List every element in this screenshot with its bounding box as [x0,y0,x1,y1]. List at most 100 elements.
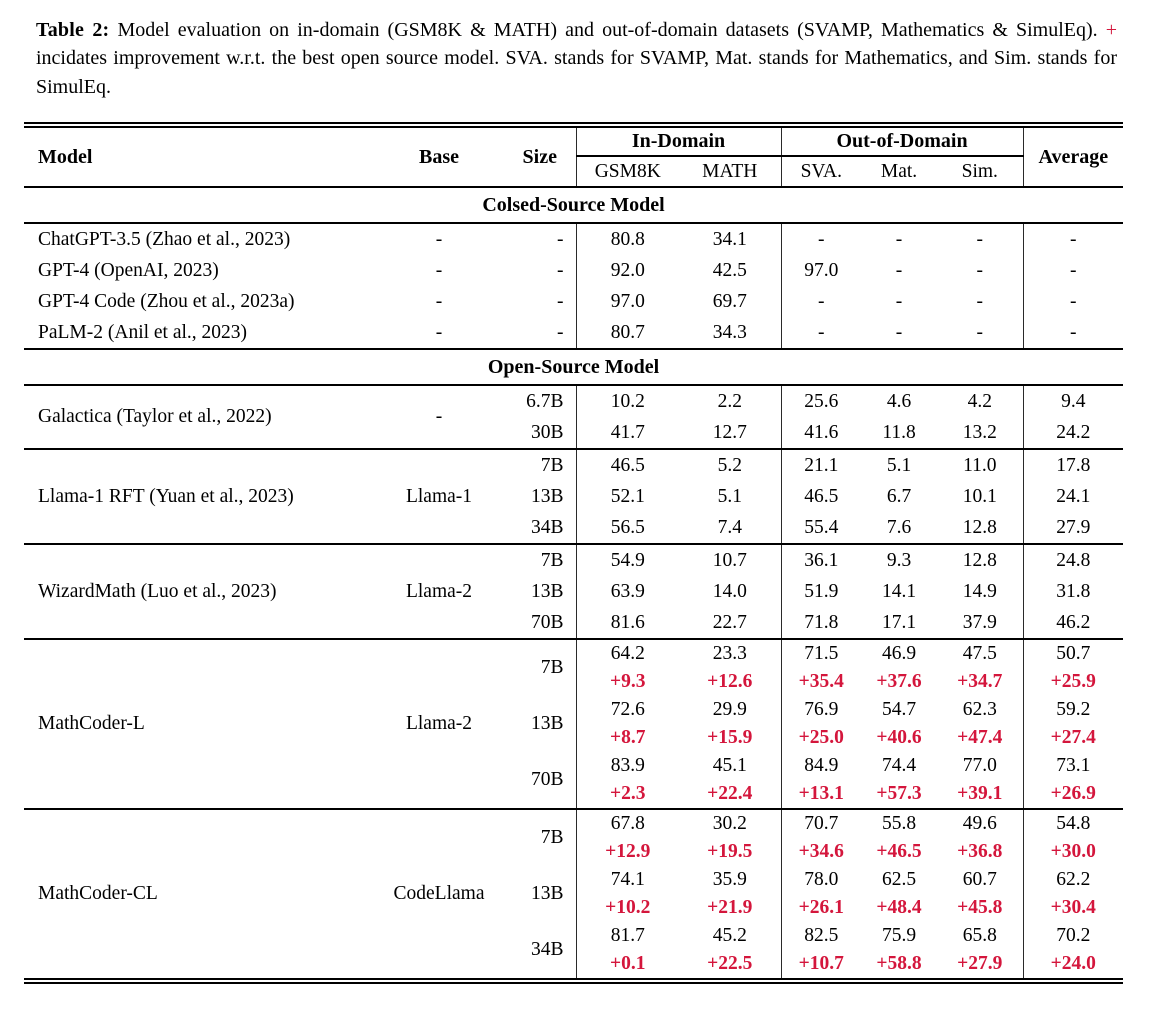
size-cell: 30B [530,421,564,443]
value-cell: 46.5 [575,448,679,482]
improvement-cell: +58.8 [876,953,922,975]
value-cell: 62.5 [881,869,917,891]
value-cell: 77.0 [962,755,997,777]
improvement-cell: +12.9 [575,838,679,867]
value-cell: 41.6 [780,417,862,450]
value-cell: 59.2 [1022,696,1124,725]
value-cell: 24.2 [1022,417,1124,450]
size-cell: 13B [530,580,564,602]
value-cell: - [976,228,984,250]
size-cell: 13B [530,713,564,735]
value-cell: 4.2 [967,390,992,412]
value-cell: 7.4 [717,516,742,538]
value-cell: 78.0 [780,866,862,895]
improvement-cell: +12.6 [707,671,753,693]
value-cell: 45.1 [712,755,747,777]
base-cell: - [435,321,443,343]
improvement-row: +2.3 +22.4 +13.1 +57.3 +39.1 +26.9 [24,780,1124,810]
value-cell: 63.9 [575,576,679,608]
value-cell: 31.8 [1022,576,1124,608]
base-cell: - [435,290,443,312]
column-header-size: Size [504,125,576,189]
column-header-mat: Mat. [861,156,938,189]
value-cell: 49.6 [937,808,1024,839]
base-cell: Llama-2 [374,543,504,640]
value-cell: 50.7 [1022,638,1124,669]
improvement-cell: +24.0 [1022,950,1124,982]
value-cell: 54.9 [575,543,679,577]
improvement-cell: +10.2 [575,894,679,923]
value-cell: 7.6 [886,516,912,538]
value-cell: 5.1 [717,485,742,507]
value-cell: 24.1 [1022,481,1124,513]
model-name-cell: GPT-4 Code (Zhou et al., 2023a) [38,290,295,312]
improvement-cell: +8.7 [575,724,679,753]
value-cell: 46.2 [1022,607,1124,640]
value-cell: 10.1 [962,485,997,507]
table-row: Galactica (Taylor et al., 2022) - 6.7B 10.2… [24,385,1124,427]
section-row: Open-Source Model [24,348,1124,387]
value-cell: 25.6 [780,385,862,418]
size-cell: 7B [504,808,576,867]
value-cell: 97.0 [780,255,862,287]
size-cell: 34B [530,516,564,538]
size-cell: 13B [530,883,564,905]
base-cell: Llama-1 [374,448,504,545]
value-cell: 6.7 [886,485,912,507]
value-cell: 37.9 [962,611,997,633]
value-cell: 82.5 [780,922,862,951]
value-cell: 84.9 [780,752,862,781]
value-cell: 55.4 [780,512,862,545]
improvement-cell: +27.4 [1022,724,1124,753]
column-header-math: MATH [679,156,782,189]
improvement-cell: +0.1 [575,950,679,982]
column-group-out-of-domain: Out-of-Domain [780,125,1024,158]
value-cell: 45.2 [712,925,747,947]
improvement-cell: +48.4 [876,897,922,919]
value-cell: 14.1 [881,580,917,602]
value-cell: - [976,321,984,343]
improvement-cell: +34.6 [780,838,862,867]
table-row: GPT-4 (OpenAI, 2023) - -92.0 42.5 97.0- - - [24,255,1124,287]
improvement-row: +0.1 +22.5 +10.7 +58.8 +27.9 +24.0 [24,950,1124,982]
value-cell: 62.3 [962,699,997,721]
value-cell: 14.9 [962,580,997,602]
value-cell: 81.7 [575,922,679,951]
column-header-sva: SVA. [780,156,862,189]
value-cell: 12.7 [712,421,747,443]
value-cell: 2.2 [717,390,742,412]
size-cell: 7B [504,543,576,577]
model-name-cell: MathCoder-CL [24,808,374,982]
value-cell: - [895,228,903,250]
table-row: WizardMath (Luo et al., 2023) Llama-2 7B 54… [24,543,1124,640]
model-name-cell: ChatGPT-3.5 (Zhao et al., 2023) [38,228,291,250]
value-cell: 29.9 [712,699,747,721]
improvement-cell: +30.0 [1022,838,1124,867]
table-row: 70B 83.9 45.1 84.9 74.4 77.0 73.1 [24,752,1124,790]
table-row: 13B 74.1 35.9 78.0 62.5 60.7 62.2 [24,866,1124,904]
column-group-in-domain: In-Domain [575,125,782,158]
size-cell: - [557,228,564,250]
base-cell: - [435,259,443,281]
value-cell: 14.0 [712,580,747,602]
value-cell: 23.3 [679,638,782,669]
improvement-cell: +57.3 [876,783,922,805]
value-cell: 5.2 [679,448,782,482]
caption-plus-sign: + [1105,19,1117,41]
value-cell: 21.1 [780,448,862,482]
value-cell: 73.1 [1022,752,1124,781]
column-header-base: Base [374,125,504,189]
value-cell: 11.8 [882,421,916,443]
caption-text-2: incidates improvement w.r.t. the best op… [36,47,1117,98]
improvement-cell: +9.3 [575,668,679,697]
improvement-cell: +30.4 [1022,894,1124,923]
improvement-cell: +34.7 [957,671,1003,693]
table-caption: Table 2: Model evaluation on in-domain (… [36,16,1117,101]
value-cell: 69.7 [712,290,747,312]
value-cell: - [1022,317,1124,350]
table-row: 13B 63.9 14.0 51.9 14.1 14.9 31.8 [24,576,1124,608]
value-cell: 10.2 [575,385,679,418]
value-cell: 60.7 [962,869,997,891]
table-row: PaLM-2 (Anil et al., 2023) - -80.7 34.3- - - - [24,317,1124,350]
table-row: 34B 81.7 45.2 82.5 75.9 65.8 70.2 [24,922,1124,960]
